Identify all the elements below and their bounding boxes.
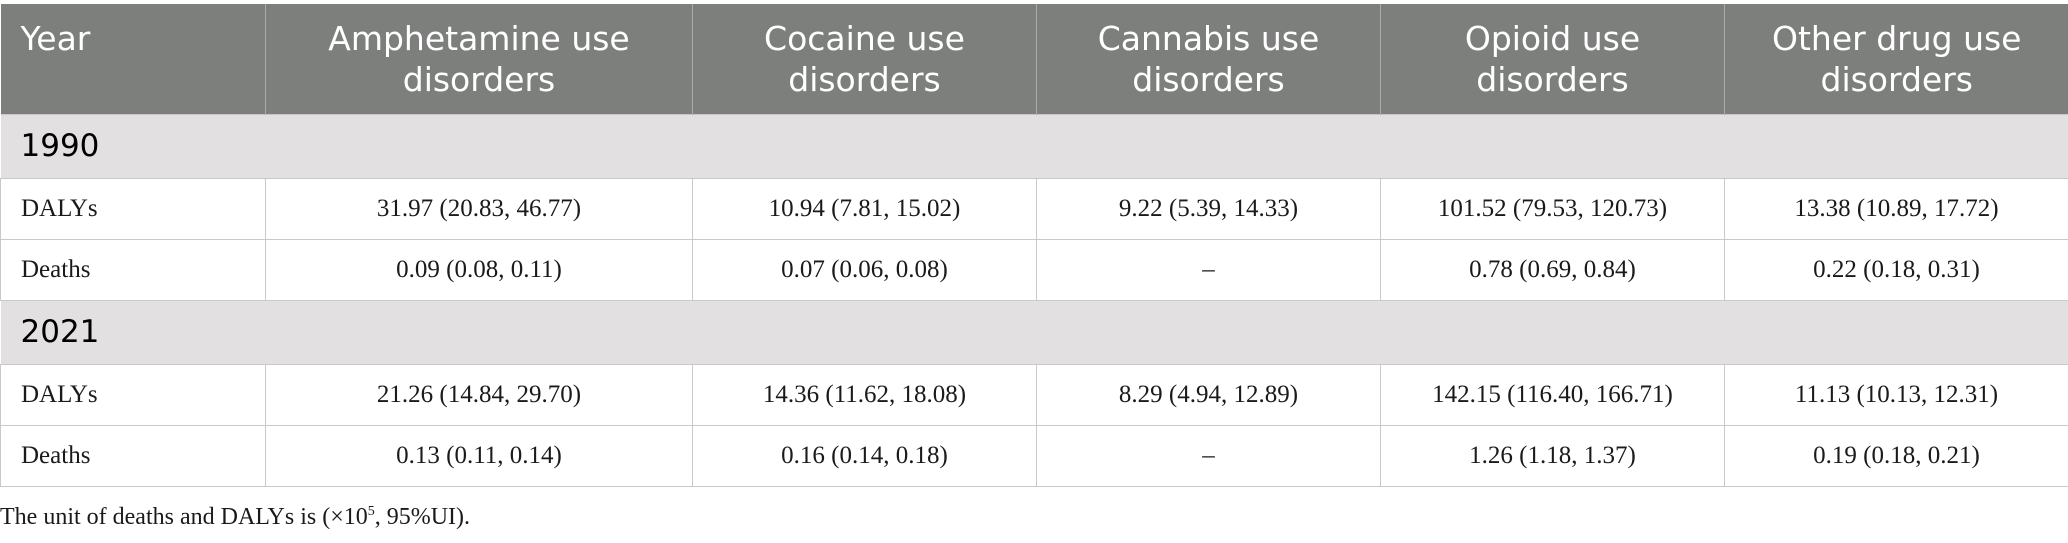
group-row-1990: 1990 [0, 113, 2068, 179]
table-cell: 9.22 (5.39, 14.33) [1036, 177, 1381, 240]
table-cell: 11.13 (10.13, 12.31) [1724, 363, 2068, 426]
data-table: Year Amphetamine use disorders Cocaine u… [0, 4, 2068, 487]
group-year-label: 2021 [0, 299, 2068, 365]
table-cell: 0.07 (0.06, 0.08) [692, 238, 1037, 301]
table-cell: 10.94 (7.81, 15.02) [692, 177, 1037, 240]
table-cell: 8.29 (4.94, 12.89) [1036, 363, 1381, 426]
row-label: Deaths [0, 424, 266, 487]
table-cell: 14.36 (11.62, 18.08) [692, 363, 1037, 426]
header-row: Year Amphetamine use disorders Cocaine u… [0, 4, 2068, 114]
table-cell: 0.16 (0.14, 0.18) [692, 424, 1037, 487]
table-cell: 0.78 (0.69, 0.84) [1380, 238, 1725, 301]
table-row: Deaths 0.13 (0.11, 0.14) 0.16 (0.14, 0.1… [0, 424, 2068, 487]
header-cocaine: Cocaine use disorders [692, 4, 1037, 114]
group-year-label: 1990 [0, 113, 2068, 179]
row-label: DALYs [0, 177, 266, 240]
table-cell: – [1036, 424, 1381, 487]
table-cell: 101.52 (79.53, 120.73) [1380, 177, 1725, 240]
table-cell: 142.15 (116.40, 166.71) [1380, 363, 1725, 426]
table-cell: – [1036, 238, 1381, 301]
table-cell: 1.26 (1.18, 1.37) [1380, 424, 1725, 487]
table-cell: 21.26 (14.84, 29.70) [265, 363, 693, 426]
table-row: DALYs 21.26 (14.84, 29.70) 14.36 (11.62,… [0, 363, 2068, 426]
footnote-prefix: The unit of deaths and DALYs is (×10 [0, 504, 368, 530]
table-cell: 13.38 (10.89, 17.72) [1724, 177, 2068, 240]
table-cell: 31.97 (20.83, 46.77) [265, 177, 693, 240]
table-footnote: The unit of deaths and DALYs is (×105, 9… [0, 504, 470, 531]
table-cell: 0.22 (0.18, 0.31) [1724, 238, 2068, 301]
table-row: Deaths 0.09 (0.08, 0.11) 0.07 (0.06, 0.0… [0, 238, 2068, 301]
row-label: Deaths [0, 238, 266, 301]
footnote-exponent: 5 [367, 504, 375, 519]
table-cell: 0.19 (0.18, 0.21) [1724, 424, 2068, 487]
header-cannabis: Cannabis use disorders [1036, 4, 1381, 114]
table-cell: 0.09 (0.08, 0.11) [265, 238, 693, 301]
row-label: DALYs [0, 363, 266, 426]
header-opioid: Opioid use disorders [1380, 4, 1725, 114]
footnote-suffix: , 95%UI). [374, 504, 471, 530]
header-amphetamine: Amphetamine use disorders [265, 4, 693, 114]
table-cell: 0.13 (0.11, 0.14) [265, 424, 693, 487]
table-row: DALYs 31.97 (20.83, 46.77) 10.94 (7.81, … [0, 177, 2068, 240]
header-year: Year [0, 4, 266, 114]
group-row-2021: 2021 [0, 299, 2068, 365]
data-table-container: Year Amphetamine use disorders Cocaine u… [0, 4, 2068, 487]
header-other-drug: Other drug use disorders [1724, 4, 2068, 114]
